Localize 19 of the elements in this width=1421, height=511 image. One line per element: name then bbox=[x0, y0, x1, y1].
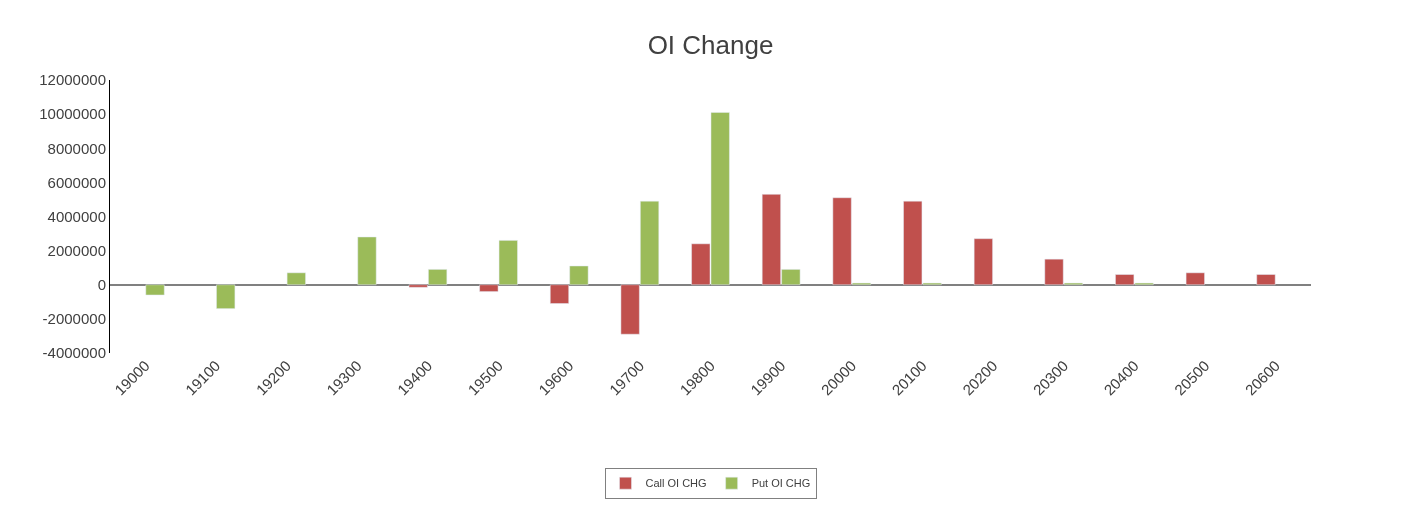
bar bbox=[216, 284, 236, 309]
bar bbox=[145, 284, 165, 296]
y-tick-label: 0 bbox=[97, 276, 106, 293]
y-tick-label: 12000000 bbox=[39, 71, 106, 89]
legend-label: Call OI CHG bbox=[645, 477, 707, 490]
y-tick-label: 6000000 bbox=[47, 173, 106, 191]
bar bbox=[973, 238, 993, 285]
y-tick-label: -2000000 bbox=[42, 310, 106, 328]
legend-label: Put OI CHG bbox=[751, 477, 811, 490]
bar bbox=[357, 236, 377, 285]
y-tick-label: 2000000 bbox=[47, 241, 106, 259]
y-tick-label: -4000000 bbox=[42, 344, 106, 362]
y-tick-label: 8000000 bbox=[47, 139, 106, 157]
chart-title: OI Change bbox=[647, 29, 774, 60]
bar bbox=[1256, 274, 1276, 285]
bar bbox=[286, 272, 306, 285]
y-tick-label: 4000000 bbox=[47, 207, 106, 225]
bar bbox=[1185, 272, 1205, 285]
y-tick-label: 10000000 bbox=[39, 105, 106, 123]
